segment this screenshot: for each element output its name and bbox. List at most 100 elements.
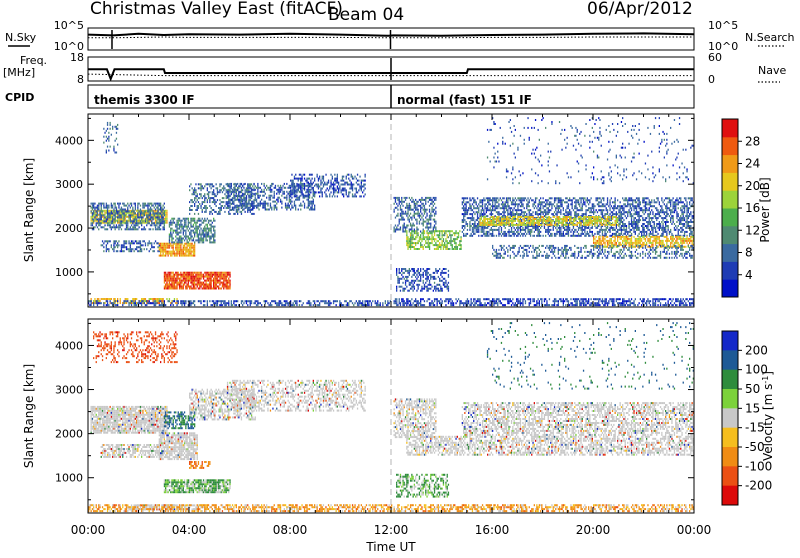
power-cell — [207, 278, 208, 280]
power-cell — [102, 203, 103, 205]
power-cell — [213, 284, 214, 286]
power-cell — [517, 227, 518, 229]
power-cell — [202, 201, 203, 203]
power-cell — [243, 197, 244, 199]
power-cell — [253, 193, 254, 195]
power-cell — [195, 183, 196, 185]
power-cell — [399, 219, 400, 221]
power-cell — [318, 186, 319, 188]
power-cell — [558, 231, 559, 233]
power-cell — [363, 195, 364, 197]
power-cell — [300, 205, 301, 207]
power-cell — [416, 278, 417, 280]
power-cell — [324, 182, 325, 184]
power-cell — [577, 215, 578, 217]
power-cell — [236, 205, 237, 207]
power-cell — [486, 197, 487, 199]
power-cell — [193, 253, 194, 255]
power-cell — [419, 199, 420, 201]
power-cell — [199, 241, 200, 243]
power-cell — [194, 228, 195, 230]
power-cell — [209, 241, 210, 243]
power-cell — [107, 207, 108, 209]
power-cell — [270, 189, 271, 191]
power-cell — [323, 184, 324, 186]
power-cell — [120, 220, 121, 222]
power-cell — [221, 276, 222, 278]
power-cell — [180, 255, 181, 257]
power-cell — [251, 183, 252, 185]
power-cell — [356, 195, 357, 197]
power-cell — [178, 247, 179, 249]
power-cell — [189, 207, 190, 209]
power-cell — [163, 226, 164, 228]
power-cell — [214, 230, 215, 232]
power-cell — [175, 224, 176, 226]
power-cell — [426, 236, 427, 238]
power-cell — [411, 242, 412, 244]
power-cell — [442, 230, 443, 232]
power-cell — [243, 209, 244, 211]
power-cell — [194, 255, 195, 257]
power-cell — [212, 272, 213, 274]
power-cell — [165, 214, 166, 216]
power-cell — [296, 185, 297, 187]
power-cell — [96, 214, 97, 216]
power-cell — [505, 207, 506, 209]
power-cell — [298, 189, 299, 191]
power-cell — [549, 209, 550, 211]
power-cell — [213, 274, 214, 276]
power-cell — [246, 207, 247, 209]
power-cell — [293, 207, 294, 209]
power-cell — [200, 183, 201, 185]
power-cell — [421, 213, 422, 215]
power-cell — [301, 187, 302, 189]
power-cell — [169, 245, 170, 247]
power-cell — [128, 248, 129, 250]
power-cell — [209, 236, 210, 238]
power-cell — [223, 207, 224, 209]
power-cell — [487, 215, 488, 217]
power-cell — [185, 278, 186, 280]
power-cell — [474, 227, 475, 229]
power-cell — [347, 174, 348, 176]
power-cell — [208, 276, 209, 278]
power-cell — [411, 246, 412, 248]
power-cell — [203, 288, 204, 290]
power-cell — [204, 211, 205, 213]
power-cell — [199, 278, 200, 280]
power-cell — [147, 216, 148, 218]
power-cell — [140, 220, 141, 222]
power-cell — [536, 211, 537, 213]
power-cell — [572, 217, 573, 219]
power-cell — [473, 229, 474, 231]
power-cell — [426, 272, 427, 274]
power-cell — [136, 242, 137, 244]
power-cell — [125, 228, 126, 230]
power-cell — [549, 201, 550, 203]
power-cell — [410, 217, 411, 219]
power-cell — [490, 209, 491, 211]
power-cell — [154, 214, 155, 216]
power-cell — [135, 224, 136, 226]
power-cell — [180, 288, 181, 290]
power-cell — [166, 220, 167, 222]
power-cell — [481, 199, 482, 201]
power-cell — [420, 268, 421, 270]
power-cell — [455, 230, 456, 232]
power-cell — [430, 203, 431, 205]
power-cell — [165, 218, 166, 220]
power-cell — [111, 222, 112, 224]
power-cell — [264, 195, 265, 197]
freq-unit: [MHz] — [3, 66, 35, 79]
power-cell — [487, 231, 488, 233]
power-cell — [275, 185, 276, 187]
power-cell — [175, 255, 176, 257]
power-cell — [434, 221, 435, 223]
power-cell — [189, 245, 190, 247]
power-cell — [421, 203, 422, 205]
power-cell — [469, 205, 470, 207]
power-cell — [233, 195, 234, 197]
power-cell — [314, 195, 315, 197]
power-cell — [164, 251, 165, 253]
